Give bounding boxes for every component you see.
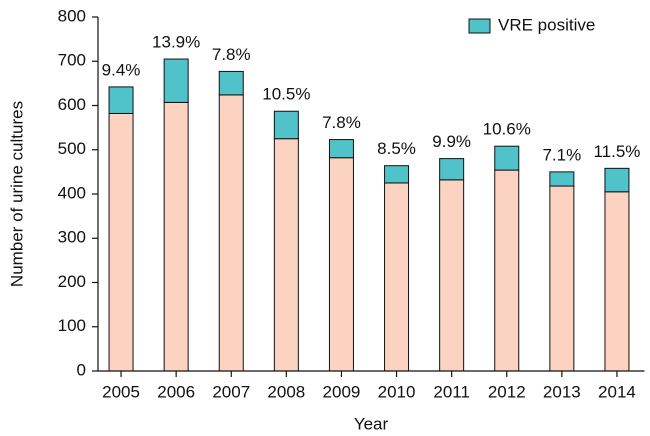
bar-segment — [494, 145, 520, 171]
bar-annotation: 11.5% — [593, 142, 640, 161]
legend-swatch — [468, 18, 491, 34]
bar-segment — [218, 70, 244, 96]
bar-segment — [273, 110, 299, 140]
bar-segment — [549, 185, 575, 372]
bar-segment — [384, 165, 410, 184]
x-tick-label: 2009 — [323, 382, 361, 401]
bar-segment — [604, 167, 630, 193]
y-tick-label: 300 — [58, 228, 86, 247]
y-tick-label: 100 — [58, 316, 86, 335]
x-tick-label: 2010 — [378, 382, 416, 401]
bar-segment — [328, 157, 354, 372]
bar-segment — [439, 179, 465, 372]
y-axis-label: Number of urine cultures — [7, 101, 26, 287]
bar-segment — [328, 139, 354, 159]
bar-segment — [108, 86, 134, 114]
y-tick-label: 200 — [58, 272, 86, 291]
y-tick-label: 0 — [77, 360, 86, 379]
bar-annotation: 8.5% — [377, 139, 416, 158]
bar-segment — [384, 182, 410, 372]
bar-segment — [494, 169, 520, 372]
y-tick-label: 500 — [58, 139, 86, 158]
bar-annotation: 7.8% — [212, 45, 251, 64]
x-tick-label: 2012 — [488, 382, 526, 401]
bar-annotation: 9.4% — [102, 60, 141, 79]
x-tick-label: 2014 — [598, 382, 636, 401]
x-axis-label: Year — [354, 414, 389, 433]
y-tick-label: 600 — [58, 95, 86, 114]
bar-segment — [273, 138, 299, 372]
x-tick-label: 2007 — [212, 382, 250, 401]
bar-annotation: 9.9% — [432, 132, 471, 151]
x-tick-label: 2011 — [433, 382, 470, 401]
x-tick-label: 2008 — [267, 382, 305, 401]
bar-annotation: 13.9% — [152, 33, 200, 52]
bar-annotation: 7.1% — [542, 145, 581, 164]
bar-segment — [108, 112, 134, 372]
x-tick-label: 2013 — [543, 382, 581, 401]
x-tick-label: 2005 — [102, 382, 140, 401]
y-tick-label: 700 — [58, 51, 86, 70]
legend-label: VRE positive — [498, 15, 595, 34]
y-tick-label: 400 — [58, 183, 86, 202]
bar-annotation: 7.8% — [322, 113, 361, 132]
bar-annotation: 10.6% — [483, 120, 531, 139]
bar-segment — [439, 158, 465, 181]
y-tick-label: 800 — [58, 6, 86, 25]
bar-segment — [604, 191, 630, 372]
bar-annotation: 10.5% — [262, 85, 310, 104]
bar-segment — [163, 58, 189, 103]
bar-segment — [163, 101, 189, 372]
x-tick-label: 2006 — [157, 382, 195, 401]
bar-segment — [549, 171, 575, 187]
bar-segment — [218, 94, 244, 372]
